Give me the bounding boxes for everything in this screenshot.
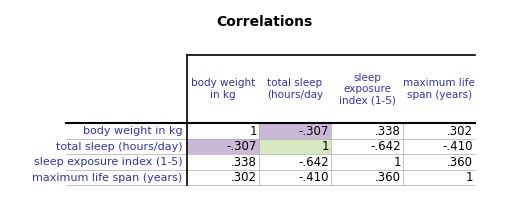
Text: .360: .360 [447,156,473,169]
Text: Correlations: Correlations [216,15,312,29]
Text: .338: .338 [231,156,257,169]
Text: 1: 1 [322,140,329,153]
Text: -.410: -.410 [442,140,473,153]
Text: .302: .302 [231,171,257,184]
Text: body weight
in kg: body weight in kg [191,78,255,100]
Bar [259,123,331,139]
Text: .360: .360 [375,171,401,184]
Text: sleep
exposure
index (1-5): sleep exposure index (1-5) [338,73,395,106]
Text: .302: .302 [447,125,473,138]
Text: maximum life
span (years): maximum life span (years) [403,78,475,100]
Text: sleep exposure index (1-5): sleep exposure index (1-5) [34,157,183,167]
Text: -.642: -.642 [298,156,329,169]
Text: body weight in kg: body weight in kg [83,126,183,136]
Text: total sleep
(hours/day: total sleep (hours/day [267,78,323,100]
Text: 1: 1 [393,156,401,169]
Text: -.642: -.642 [371,140,401,153]
Text: -.307: -.307 [298,125,329,138]
Text: .338: .338 [375,125,401,138]
Text: 1: 1 [466,171,473,184]
Text: 1: 1 [249,125,257,138]
Text: -.410: -.410 [298,171,329,184]
Text: maximum life span (years): maximum life span (years) [32,173,183,183]
Bar [259,139,331,154]
Text: -.307: -.307 [227,140,257,153]
Text: total sleep (hours/day): total sleep (hours/day) [56,142,183,152]
Bar [187,139,259,154]
